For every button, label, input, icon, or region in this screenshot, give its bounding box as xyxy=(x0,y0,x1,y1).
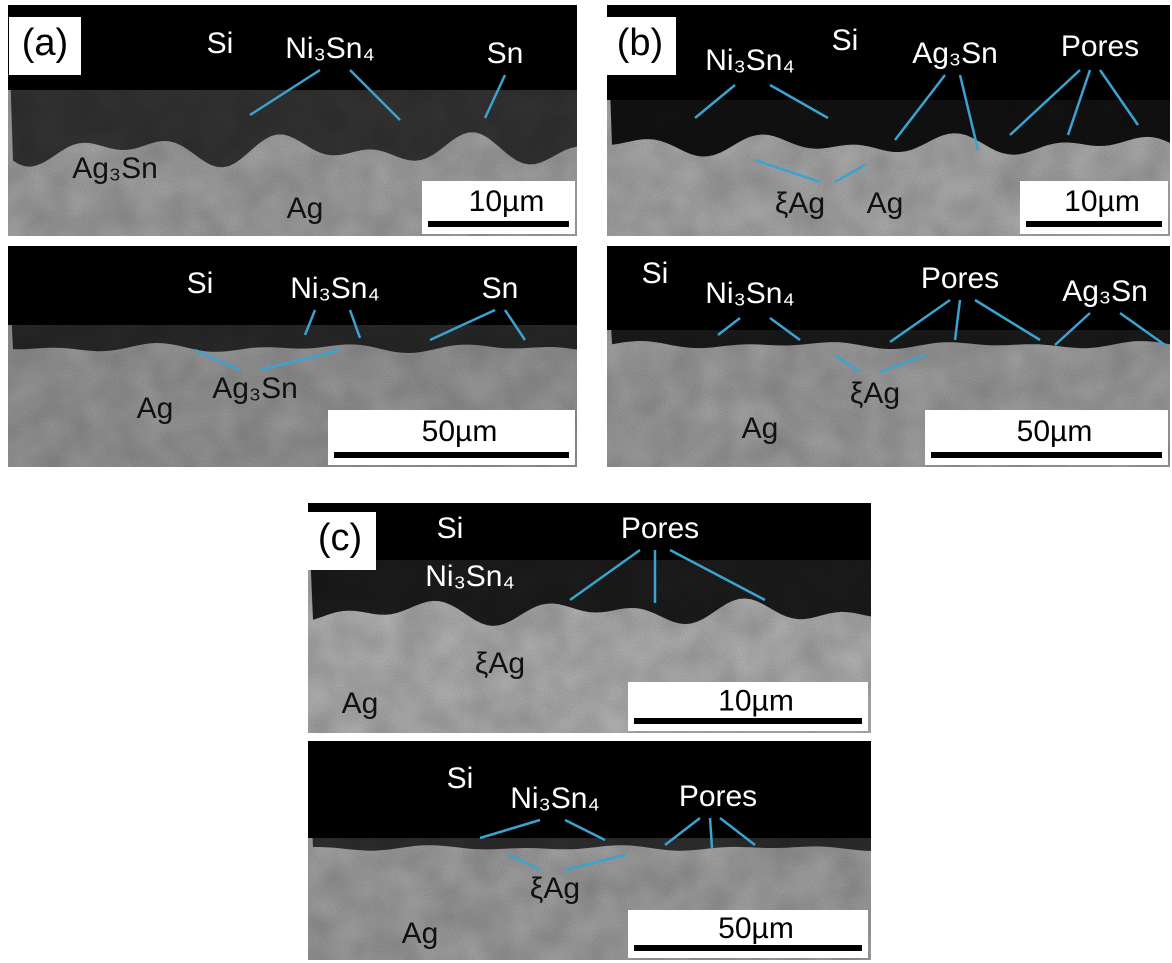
page: (a) Si Ni₃Sn₄ Sn Ag₃Sn Ag 10µm Si Ni₃Sn₄ Sn Ag₃Sn A… xyxy=(0,0,1172,963)
phase-label: Ag xyxy=(402,917,439,950)
phase-label: ξAg xyxy=(775,187,825,220)
scale-bar xyxy=(428,221,569,227)
phase-label: ξAg xyxy=(530,872,580,905)
phase-label: Si xyxy=(832,24,859,57)
phase-label: Ni₃Sn₄ xyxy=(290,272,380,305)
scale-bar xyxy=(634,718,862,724)
phase-label: Ag₃Sn xyxy=(212,372,298,405)
phase-label: Ag xyxy=(342,687,379,720)
micrograph: (b) Ni₃Sn₄ Si Ag₃Sn Pores ξAg Ag 10µm xyxy=(604,5,1170,236)
phase-label: Ni₃Sn₄ xyxy=(425,560,515,593)
phase-label: Ni₃Sn₄ xyxy=(705,44,795,77)
phase-label: Ni₃Sn₄ xyxy=(705,277,795,310)
phase-label: ξAg xyxy=(850,377,900,410)
scale-bar-label: 10µm xyxy=(718,685,794,718)
silicon-layer xyxy=(308,503,871,560)
scale-bar xyxy=(931,452,1162,458)
panel-label: (b) xyxy=(617,22,663,64)
phase-label: Pores xyxy=(1061,30,1139,63)
scale-bar xyxy=(1026,221,1162,227)
phase-label: ξAg xyxy=(475,647,525,680)
micrograph: Si Ni₃Sn₄ Pores Ag₃Sn ξAg Ag 50µm xyxy=(607,246,1170,467)
panel-label: (c) xyxy=(318,517,362,559)
micrograph: (c) Si Pores Ni₃Sn₄ ξAg Ag 10µm xyxy=(304,503,871,733)
phase-label: Pores xyxy=(679,780,757,813)
panel-label: (a) xyxy=(22,22,68,64)
scale-bar-label: 10µm xyxy=(469,185,545,218)
phase-label: Si xyxy=(447,762,474,795)
phase-label: Si xyxy=(207,27,234,60)
phase-label: Sn xyxy=(487,37,524,70)
phase-label: Pores xyxy=(921,262,999,295)
scale-bar-label: 50µm xyxy=(422,415,498,448)
phase-label: Ag xyxy=(287,192,324,225)
phase-label: Pores xyxy=(621,512,699,545)
phase-label: Ag₃Sn xyxy=(72,152,158,185)
scale-bar xyxy=(334,452,569,458)
figure: (a) Si Ni₃Sn₄ Sn Ag₃Sn Ag 10µm Si Ni₃Sn₄ Sn Ag₃Sn A… xyxy=(0,0,1172,963)
scale-bar-label: 50µm xyxy=(1017,415,1093,448)
phase-label: Ag₃Sn xyxy=(912,37,998,70)
phase-label: Ni₃Sn₄ xyxy=(285,32,375,65)
phase-label: Ag xyxy=(137,392,174,425)
phase-label: Ni₃Sn₄ xyxy=(510,782,600,815)
phase-label: Ag₃Sn xyxy=(1062,275,1148,308)
phase-label: Si xyxy=(642,257,669,290)
scale-bar-label: 50µm xyxy=(718,912,794,945)
phase-label: Ag xyxy=(867,187,904,220)
micrograph: Si Ni₃Sn₄ Sn Ag₃Sn Ag 50µm xyxy=(8,246,577,467)
phase-label: Ag xyxy=(742,412,779,445)
phase-label: Si xyxy=(187,267,214,300)
micrograph: (a) Si Ni₃Sn₄ Sn Ag₃Sn Ag 10µm xyxy=(8,5,577,236)
phase-label: Si xyxy=(437,512,464,545)
micrograph: Si Ni₃Sn₄ Pores ξAg Ag 50µm xyxy=(308,741,871,960)
scale-bar-label: 10µm xyxy=(1064,185,1140,218)
scale-bar xyxy=(634,945,862,951)
phase-label: Sn xyxy=(482,272,519,305)
